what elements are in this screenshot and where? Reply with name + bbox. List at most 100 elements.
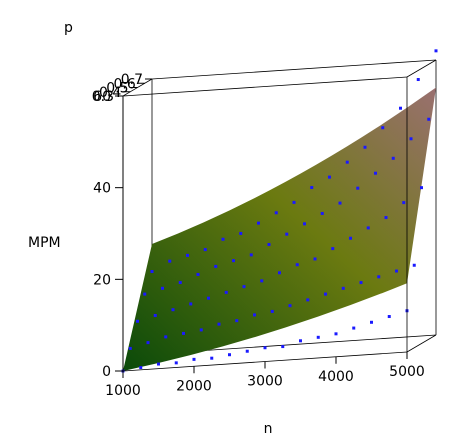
data-point xyxy=(310,185,314,189)
data-point xyxy=(324,292,327,296)
data-point xyxy=(207,296,210,300)
data-point xyxy=(228,353,231,357)
data-point xyxy=(370,320,373,324)
data-point xyxy=(196,272,200,276)
data-point xyxy=(420,186,423,190)
data-point xyxy=(341,286,345,290)
data-point xyxy=(288,304,292,308)
data-point xyxy=(285,232,289,236)
data-point xyxy=(391,156,395,160)
data-point xyxy=(214,264,218,268)
data-point xyxy=(267,243,271,247)
data-point xyxy=(427,117,431,121)
data-point xyxy=(313,257,317,261)
data-point xyxy=(168,259,172,263)
data-point xyxy=(363,145,367,149)
y-tick-label: 0.7 xyxy=(121,72,143,88)
data-point xyxy=(306,298,310,302)
data-point xyxy=(377,275,381,279)
data-point xyxy=(186,253,189,257)
data-point xyxy=(402,201,406,205)
data-point xyxy=(253,313,256,317)
data-point xyxy=(164,335,168,339)
data-point xyxy=(292,200,296,204)
data-point xyxy=(387,315,391,319)
data-point xyxy=(242,285,246,289)
box-edge xyxy=(122,76,408,97)
data-point xyxy=(203,248,207,252)
data-point xyxy=(153,313,157,317)
data-point xyxy=(150,270,154,273)
x-tick-label: 3000 xyxy=(247,374,283,390)
data-point xyxy=(320,211,324,215)
x-tick-label: 2000 xyxy=(176,378,212,394)
box-edge xyxy=(151,59,437,80)
data-point xyxy=(349,236,352,240)
data-point xyxy=(217,322,221,326)
data-point xyxy=(174,361,178,365)
data-point xyxy=(157,362,160,366)
y-axis: 0.30.40.50.60.7 xyxy=(92,72,152,105)
data-point xyxy=(316,335,320,339)
data-point xyxy=(199,328,203,332)
data-point xyxy=(146,341,150,345)
data-point xyxy=(338,201,342,205)
z-tick-label: 0 xyxy=(102,364,111,380)
data-point xyxy=(189,302,193,306)
z-axis: 0 20 40 60 xyxy=(93,89,124,380)
y-tick-label: 0.3 xyxy=(92,89,114,105)
data-point xyxy=(303,222,306,226)
data-point xyxy=(257,221,260,225)
data-point xyxy=(128,346,132,350)
z-tick-label: 40 xyxy=(93,181,111,197)
data-point xyxy=(356,186,360,190)
x-tick-label: 5000 xyxy=(389,364,425,380)
x-axis-label: n xyxy=(264,421,273,437)
data-point xyxy=(345,160,349,164)
data-point xyxy=(352,326,356,330)
data-point xyxy=(143,292,147,296)
data-point xyxy=(210,356,214,360)
y-tick-label: 0.4 xyxy=(99,85,121,101)
data-point xyxy=(384,216,388,220)
data-point xyxy=(182,331,185,335)
data-point xyxy=(412,263,416,267)
data-point xyxy=(416,78,420,82)
box-edge xyxy=(406,334,437,353)
z-tick-label: 20 xyxy=(93,272,111,288)
data-point xyxy=(249,253,253,257)
data-point xyxy=(274,211,278,215)
data-point xyxy=(136,319,139,323)
data-point xyxy=(171,308,175,312)
data-point xyxy=(232,259,235,263)
data-point xyxy=(409,137,413,141)
data-point xyxy=(263,346,267,350)
data-point xyxy=(295,263,299,267)
data-point xyxy=(331,247,335,251)
fitted-surface xyxy=(123,87,436,371)
data-point xyxy=(328,175,331,179)
data-point xyxy=(366,226,370,230)
z-axis-label: MPM xyxy=(28,235,61,251)
data-point xyxy=(395,269,398,273)
data-point xyxy=(374,171,377,175)
data-point xyxy=(399,106,402,110)
data-point xyxy=(434,49,438,53)
z-tick-label: 60 xyxy=(93,89,111,105)
box-edge xyxy=(406,59,437,78)
x-axis: 1000 2000 3000 4000 5000 xyxy=(105,352,425,399)
y-tick-label: 0.6 xyxy=(113,76,135,92)
data-point xyxy=(278,271,281,275)
data-point xyxy=(381,126,385,130)
data-point xyxy=(192,357,196,361)
data-point xyxy=(245,349,249,353)
x-tick-label: 1000 xyxy=(105,383,141,399)
data-point xyxy=(161,286,164,290)
x-tick-label: 4000 xyxy=(318,369,354,385)
data-point xyxy=(359,281,363,285)
data-point xyxy=(334,332,338,336)
y-tick-label: 0.5 xyxy=(106,81,128,97)
data-point xyxy=(299,339,302,343)
data-point xyxy=(239,231,243,235)
